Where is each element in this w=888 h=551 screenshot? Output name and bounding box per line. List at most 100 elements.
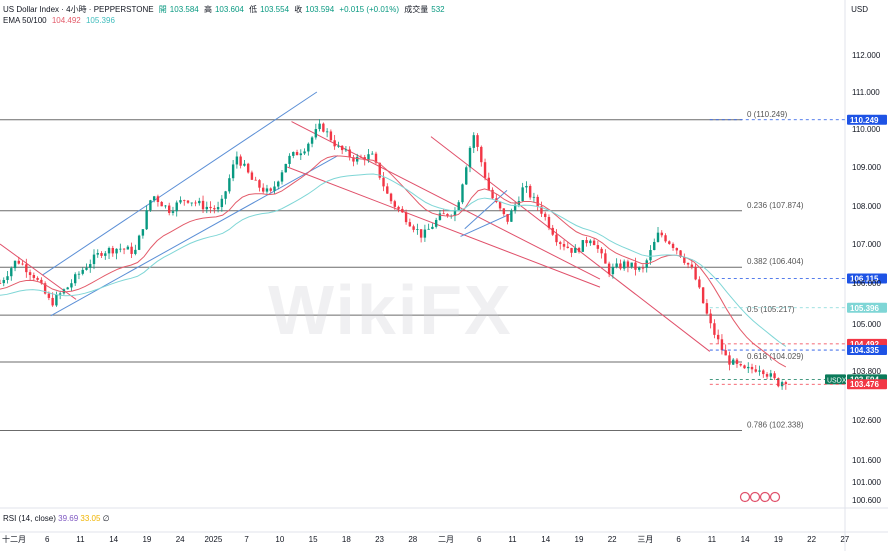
candle-body — [427, 228, 430, 230]
candle-body — [615, 263, 618, 268]
candle-body — [701, 287, 705, 304]
candle-body — [322, 123, 325, 132]
candle-body — [412, 226, 415, 230]
candle-body — [739, 363, 742, 366]
candle-body — [686, 262, 690, 265]
candle-body — [28, 272, 32, 276]
candle-body — [235, 156, 239, 165]
candle-body — [190, 202, 193, 204]
candle-body — [352, 157, 355, 162]
candle-body — [220, 198, 224, 208]
change-value: +0.015 (+0.01%) — [339, 5, 400, 14]
candle-body — [555, 234, 558, 243]
volume-value: 532 — [431, 5, 445, 14]
x-tick-label: 14 — [109, 535, 118, 544]
candle-body — [536, 196, 539, 207]
candle-body — [566, 246, 569, 248]
candle-body — [690, 264, 694, 267]
candle-body — [367, 154, 370, 161]
candle-body — [461, 184, 464, 203]
candle-body — [747, 366, 750, 369]
candle-body — [716, 334, 720, 340]
x-tick-label: 6 — [676, 535, 681, 544]
candle-body — [126, 246, 130, 250]
candle-body — [634, 262, 637, 270]
candle-body — [231, 164, 235, 179]
candle-body — [480, 146, 483, 163]
candle-body — [6, 276, 9, 280]
candle-body — [100, 253, 103, 256]
x-tick-label: 10 — [275, 535, 284, 544]
ema50-line — [0, 155, 787, 368]
candle-body — [694, 266, 697, 280]
candle-body — [175, 202, 178, 212]
candle-body — [145, 210, 148, 230]
candle-body — [732, 359, 735, 365]
x-tick-label: 23 — [375, 535, 384, 544]
event-icon[interactable] — [739, 491, 751, 503]
symbol-tag — [825, 374, 846, 385]
candle-body — [619, 263, 622, 269]
candle-body — [269, 188, 272, 191]
candle-body — [521, 187, 524, 202]
x-tick-label: 27 — [840, 535, 849, 544]
x-tick-label: 28 — [408, 535, 417, 544]
candle-body — [513, 204, 517, 211]
candle-body — [419, 229, 423, 238]
candle-body — [32, 275, 36, 278]
candle-body — [36, 277, 39, 280]
candle-body — [325, 131, 329, 133]
candle-body — [577, 248, 581, 252]
price-tag-text: 106.115 — [850, 275, 879, 284]
candle-body — [720, 339, 724, 351]
candle-body — [404, 212, 408, 223]
x-tick-label: 19 — [142, 535, 151, 544]
candle-body — [130, 246, 133, 254]
x-tick-label: 7 — [244, 535, 249, 544]
close-label: 收 — [294, 5, 303, 14]
candle-body — [292, 152, 295, 156]
candle-body — [246, 163, 250, 173]
symbol-tag-text: USDX — [827, 377, 847, 384]
candle-body — [344, 149, 348, 151]
candle-body — [683, 256, 686, 263]
x-tick-label: 11 — [508, 535, 517, 544]
candle-body — [21, 263, 24, 265]
candle-body — [224, 191, 227, 199]
candle-body — [104, 253, 107, 256]
candle-body — [277, 181, 280, 187]
candle-body — [544, 213, 547, 217]
candle-body — [265, 188, 269, 192]
candle-body — [743, 365, 746, 369]
candle-body — [160, 201, 163, 207]
candle-body — [348, 149, 351, 158]
candle-body — [43, 283, 47, 294]
y-tick-label: 112.000 — [852, 51, 881, 60]
candle-body — [371, 153, 374, 155]
y-tick-label: 106.000 — [852, 279, 881, 288]
event-icon[interactable] — [769, 491, 781, 503]
candle-body — [724, 350, 727, 356]
candle-body — [525, 185, 528, 188]
candle-body — [299, 153, 303, 156]
event-icon[interactable] — [759, 491, 771, 503]
flag-lower — [460, 213, 512, 237]
candle-body — [453, 210, 457, 216]
fib-level-label: 0 (110.249) — [747, 110, 788, 119]
candle-body — [273, 186, 276, 191]
candle-body — [164, 205, 167, 207]
candle-body — [434, 219, 438, 227]
symbol-title: US Dollar Index · 4小時 · PEPPERSTONE — [3, 5, 154, 14]
y-tick-label: 111.000 — [852, 88, 880, 97]
high-label: 高 — [203, 5, 212, 14]
y-tick-label: 100.600 — [852, 496, 881, 505]
currency-label: USD — [851, 5, 868, 14]
candle-body — [183, 200, 186, 201]
event-icon[interactable] — [749, 491, 761, 503]
candle-body — [74, 274, 77, 284]
candle-body — [675, 248, 679, 251]
candle-body — [2, 279, 5, 284]
candle-body — [337, 145, 340, 147]
candle-body — [393, 201, 397, 207]
